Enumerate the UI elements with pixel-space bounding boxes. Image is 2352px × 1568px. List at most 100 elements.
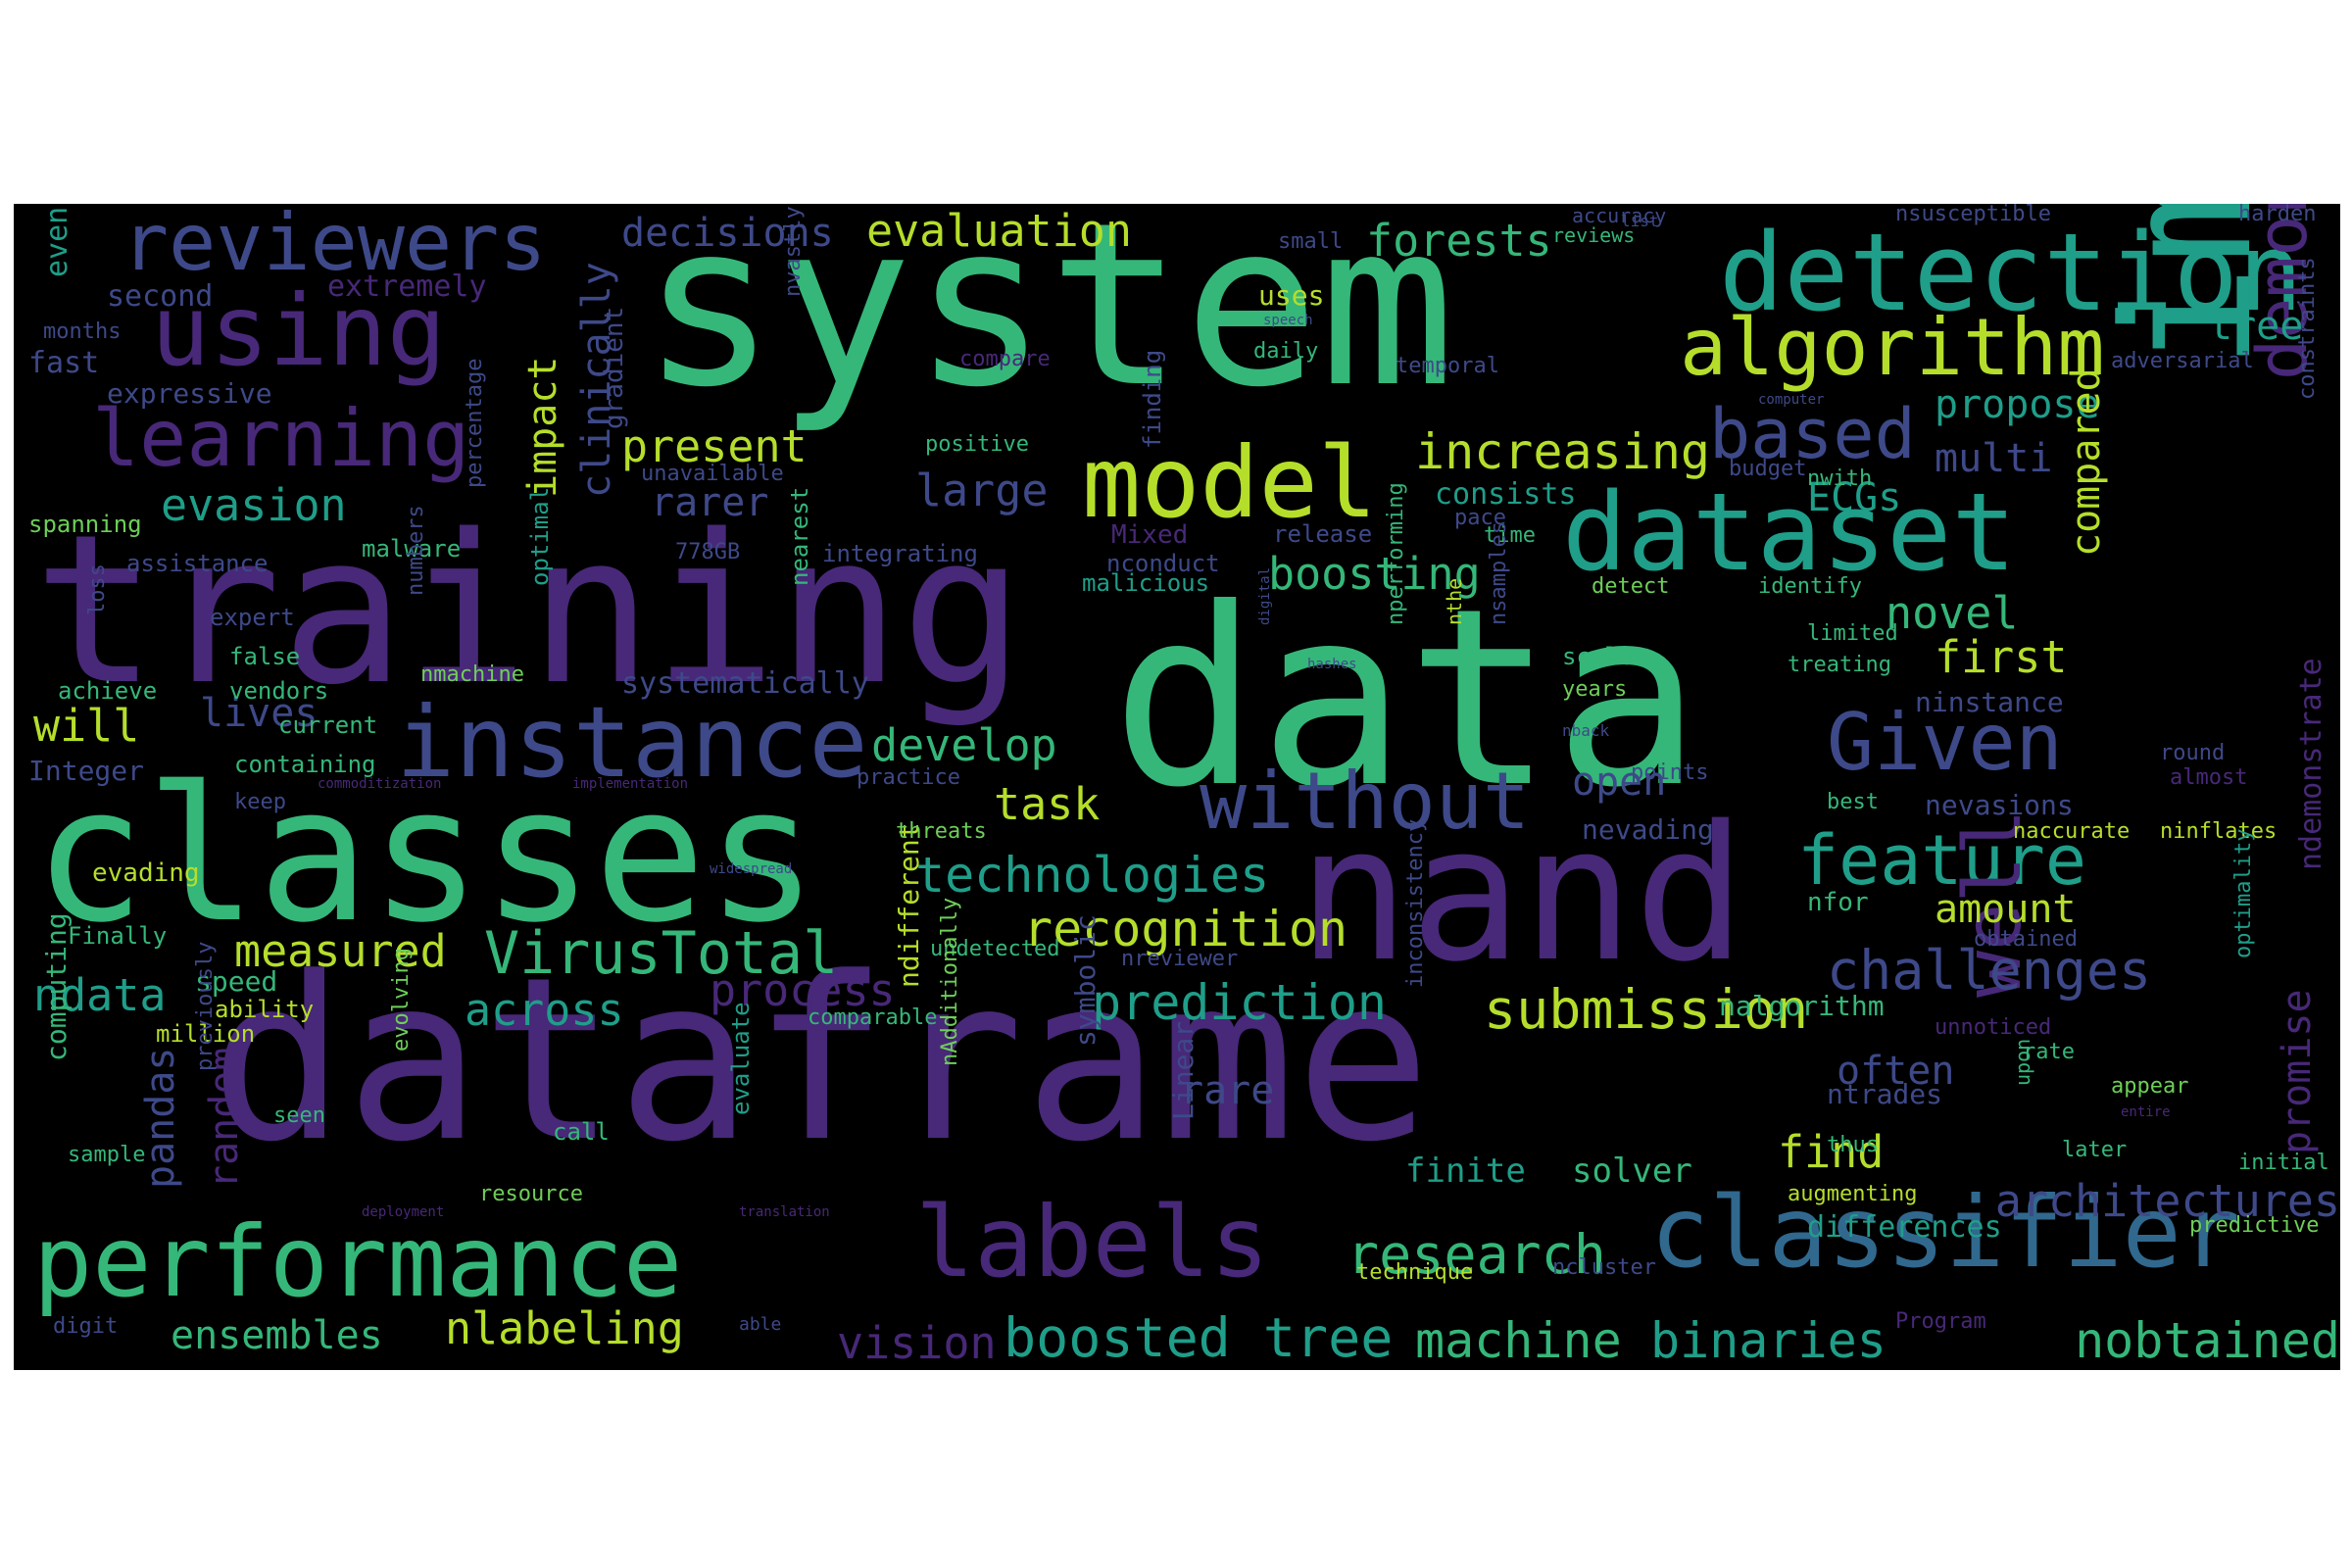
word-pace: pace [1454,506,1506,530]
word-integrating: integrating [822,540,978,567]
word-amount: amount [1935,887,2077,932]
word-previously: previously [193,941,218,1071]
word-time: time [1484,523,1536,548]
word-malware: malware [362,535,462,563]
word-across: across [465,984,624,1036]
word-limited: limited [1807,621,1898,646]
word-open: open [1572,760,1667,805]
word-measured: measured [234,925,447,977]
word-identify: identify [1758,574,1862,599]
word-differences: differences [1807,1210,2002,1245]
word-training: training [33,490,1025,730]
word-linear: Linear [1167,1020,1200,1120]
word-containing: containing [234,751,376,778]
word-process: process [710,964,896,1016]
word-release: release [1273,520,1373,548]
word-vision: vision [837,1317,997,1369]
word-classifier: classifier [1650,1175,2241,1290]
word-points: points [1631,760,1709,785]
word-ntrades: ntrades [1827,1078,1943,1110]
word-feature: feature [1797,820,2087,901]
word-symbolic: symbolic [1069,914,1102,1047]
word-list: list [1621,212,1659,230]
word-task: task [994,778,1101,830]
word-given: Given [1827,697,2063,788]
word-spanning: spanning [28,511,142,538]
word-ndemonstrate: ndemonstrate [2294,658,2328,870]
word-nfor: nfor [1807,888,1869,917]
word-nreviewer: nreviewer [1121,947,1239,971]
word-binaries: binaries [1650,1312,1886,1369]
word-unnoticed: unnoticed [1935,1015,2052,1040]
word-promise: promise [2275,989,2320,1154]
word-assistance: assistance [126,550,269,577]
word-nsamples: nsamples [1487,521,1511,625]
word-false: false [229,643,301,670]
word-evading: evading [92,858,200,888]
word-mixed: Mixed [1111,520,1189,550]
word-widespread: widespread [710,861,793,877]
word-system: system [641,204,1455,437]
word-loss: loss [85,564,110,615]
word-dataset: dataset [1562,469,2017,595]
word-obtained: obtained [1974,927,2078,952]
word-compared: compared [2064,368,2109,557]
word-entire: entire [2121,1104,2171,1120]
word-instance: instance [396,685,868,800]
word-nmachine: nmachine [420,662,524,687]
word-ninflates: ninflates [2160,819,2278,844]
word-upon: upon [2011,1038,2034,1086]
word-performance: performance [33,1204,683,1319]
word-nsusceptible: nsusceptible [1895,204,2051,226]
word-computing: computing [40,912,73,1061]
word-sample: sample [68,1143,146,1167]
word-ninstance: ninstance [1915,686,2064,718]
word-first: first [1935,631,2068,683]
word-rarer: rarer [651,480,769,525]
word-integer: Integer [28,755,145,787]
word-nvastly: nvastly [781,206,806,297]
word-resource: resource [479,1182,583,1206]
word-practice: practice [857,765,960,790]
word-nback: nback [1562,721,1610,740]
word-evolving: evolving [389,948,414,1052]
word-translation: translation [739,1204,830,1220]
word-able: able [739,1314,782,1335]
word-fast: fast [28,346,100,380]
word-thus: thus [1827,1133,1879,1157]
word-classes: classes [33,747,818,963]
word-malicious: malicious [1082,569,1210,597]
word-constraints: constraints [2295,257,2320,400]
word-ndifferent: ndifferent [893,822,925,988]
word-architectures: architectures [1994,1175,2340,1227]
word-achieve: achieve [58,677,158,705]
word-uses: uses [1258,279,1325,312]
word-present: present [621,420,808,472]
word-technique: technique [1356,1260,1474,1285]
word-evaluation: evaluation [866,205,1132,257]
word-778gb: 778GB [675,540,741,564]
word-systematically: systematically [621,666,869,701]
word-best: best [1827,790,1879,814]
word-novel: novel [1886,587,2019,639]
word-evasion: evasion [161,479,347,531]
word-years: years [1562,677,1628,702]
word-large: large [915,465,1049,516]
word-often: often [1837,1049,1955,1094]
word-algorithm: algorithm [1680,302,2105,393]
word-decisions: decisions [621,211,834,256]
word-optimal: optimal [526,486,554,586]
word-expert: expert [210,604,295,631]
word-unavailable: unavailable [641,462,784,486]
word-propose: propose [1935,382,2100,427]
word-model: model [1082,425,1378,540]
word-without: without [1200,756,1531,847]
word-virustotal: VirusTotal [484,919,839,988]
word-pandas: pandas [138,1047,183,1190]
word-round: round [2160,741,2226,765]
word-nadditionally: nAdditionally [938,897,962,1066]
word-second: second [107,279,214,314]
word-comparable: comparable [808,1005,938,1030]
word-finding: finding [1139,349,1166,449]
